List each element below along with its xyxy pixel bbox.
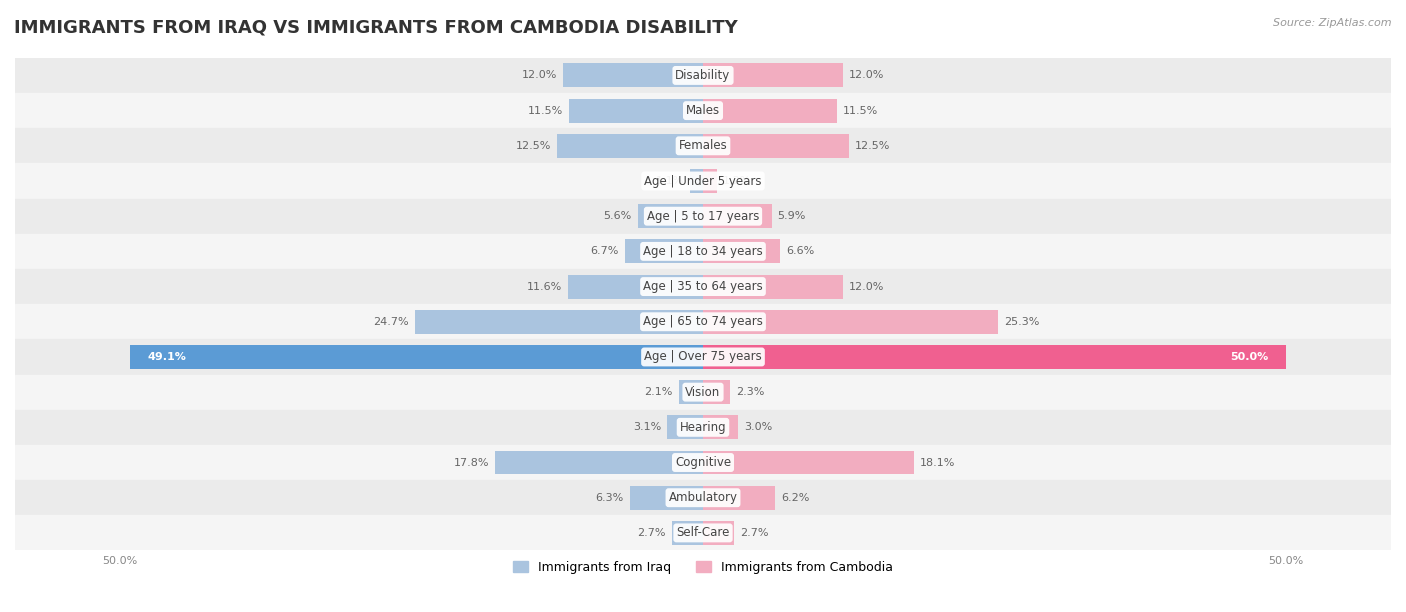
Text: 2.3%: 2.3%: [735, 387, 763, 397]
Bar: [703, 450, 914, 474]
Text: Age | Under 5 years: Age | Under 5 years: [644, 174, 762, 187]
Text: Self-Care: Self-Care: [676, 526, 730, 539]
Bar: [15, 199, 1391, 234]
Bar: [703, 64, 844, 88]
Bar: [15, 129, 1391, 163]
Text: 3.1%: 3.1%: [633, 422, 661, 432]
Text: 11.5%: 11.5%: [844, 106, 879, 116]
Text: 12.5%: 12.5%: [855, 141, 890, 151]
Bar: [15, 410, 1391, 445]
Text: Hearing: Hearing: [679, 421, 727, 434]
Text: 11.6%: 11.6%: [527, 282, 562, 291]
Bar: [690, 169, 703, 193]
Text: 5.6%: 5.6%: [603, 211, 631, 221]
Text: 2.7%: 2.7%: [741, 528, 769, 538]
Text: Cognitive: Cognitive: [675, 456, 731, 469]
Text: 12.0%: 12.0%: [849, 282, 884, 291]
Bar: [562, 64, 703, 88]
Text: 12.0%: 12.0%: [849, 70, 884, 80]
Text: IMMIGRANTS FROM IRAQ VS IMMIGRANTS FROM CAMBODIA DISABILITY: IMMIGRANTS FROM IRAQ VS IMMIGRANTS FROM …: [14, 18, 738, 36]
Text: 3.0%: 3.0%: [744, 422, 772, 432]
Text: Age | 35 to 64 years: Age | 35 to 64 years: [643, 280, 763, 293]
Text: Age | 5 to 17 years: Age | 5 to 17 years: [647, 210, 759, 223]
Text: 1.1%: 1.1%: [657, 176, 685, 186]
Bar: [15, 375, 1391, 410]
Bar: [703, 310, 998, 334]
Bar: [15, 234, 1391, 269]
Bar: [15, 93, 1391, 129]
Text: Vision: Vision: [685, 386, 721, 398]
Bar: [15, 58, 1391, 93]
Bar: [703, 521, 734, 545]
Text: 6.2%: 6.2%: [782, 493, 810, 502]
Text: 17.8%: 17.8%: [454, 458, 489, 468]
Bar: [15, 340, 1391, 375]
Bar: [703, 169, 717, 193]
Bar: [15, 445, 1391, 480]
Bar: [703, 486, 775, 510]
Bar: [557, 134, 703, 158]
Bar: [703, 275, 844, 299]
Text: 5.9%: 5.9%: [778, 211, 806, 221]
Bar: [131, 345, 703, 369]
Text: 2.7%: 2.7%: [637, 528, 665, 538]
Bar: [15, 515, 1391, 551]
Bar: [624, 239, 703, 263]
Text: 49.1%: 49.1%: [148, 352, 187, 362]
Bar: [672, 521, 703, 545]
Bar: [15, 480, 1391, 515]
Bar: [15, 304, 1391, 340]
Bar: [415, 310, 703, 334]
Bar: [15, 269, 1391, 304]
Text: 6.3%: 6.3%: [596, 493, 624, 502]
Bar: [703, 416, 738, 439]
Bar: [630, 486, 703, 510]
Bar: [495, 450, 703, 474]
Text: Age | 18 to 34 years: Age | 18 to 34 years: [643, 245, 763, 258]
Text: 1.2%: 1.2%: [723, 176, 751, 186]
Bar: [703, 99, 837, 122]
Text: Source: ZipAtlas.com: Source: ZipAtlas.com: [1274, 18, 1392, 28]
Bar: [569, 99, 703, 122]
Text: 12.0%: 12.0%: [522, 70, 557, 80]
Bar: [666, 416, 703, 439]
Text: 50.0%: 50.0%: [1230, 352, 1268, 362]
Bar: [703, 380, 730, 404]
Legend: Immigrants from Iraq, Immigrants from Cambodia: Immigrants from Iraq, Immigrants from Ca…: [513, 561, 893, 574]
Text: Females: Females: [679, 140, 727, 152]
Text: 25.3%: 25.3%: [1004, 317, 1039, 327]
Text: Ambulatory: Ambulatory: [668, 491, 738, 504]
Text: Males: Males: [686, 104, 720, 117]
Text: Age | 65 to 74 years: Age | 65 to 74 years: [643, 315, 763, 328]
Text: 11.5%: 11.5%: [527, 106, 562, 116]
Text: 12.5%: 12.5%: [516, 141, 551, 151]
Bar: [703, 134, 849, 158]
Bar: [568, 275, 703, 299]
Bar: [15, 163, 1391, 199]
Text: 24.7%: 24.7%: [374, 317, 409, 327]
Text: Age | Over 75 years: Age | Over 75 years: [644, 351, 762, 364]
Text: Disability: Disability: [675, 69, 731, 82]
Bar: [703, 345, 1286, 369]
Text: 2.1%: 2.1%: [644, 387, 672, 397]
Text: 6.7%: 6.7%: [591, 247, 619, 256]
Text: 6.6%: 6.6%: [786, 247, 814, 256]
Text: 18.1%: 18.1%: [920, 458, 955, 468]
Bar: [703, 239, 780, 263]
Bar: [703, 204, 772, 228]
Bar: [679, 380, 703, 404]
Bar: [638, 204, 703, 228]
